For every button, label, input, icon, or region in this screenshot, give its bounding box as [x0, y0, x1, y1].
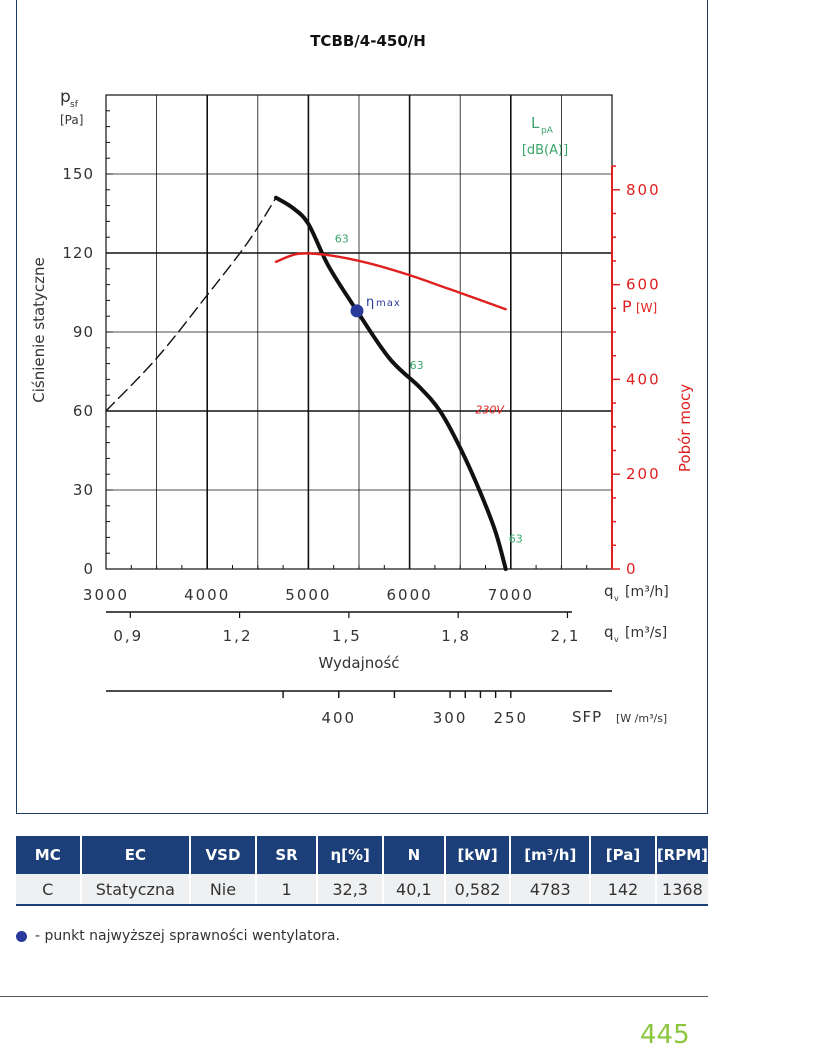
- x2-tick-label: 0,9: [113, 627, 143, 645]
- specs-row: C Statyczna Nie 1 32,3 40,1 0,582 4783 1…: [16, 874, 708, 906]
- header-m3h: [m³/h]: [510, 836, 592, 874]
- series-power: [274, 252, 507, 311]
- chart-marks: 0 30 60 90 120 150 3000 4000 5000 6000 7000 0 200 400…: [62, 94, 661, 727]
- header-eta: η[%]: [317, 836, 384, 874]
- header-n: N: [383, 836, 446, 874]
- x2-tick-label: 2,1: [551, 627, 581, 645]
- x-tick-label: 6000: [387, 586, 433, 604]
- y2-tick-label: 800: [626, 181, 661, 199]
- y-axis-label: Ciśnienie statyczne: [30, 257, 48, 403]
- x-tick-label: 7000: [488, 586, 534, 604]
- eta-max-point: [350, 304, 364, 318]
- y2-tick-label: 200: [626, 465, 661, 483]
- sfp-unit: [W /m³/s]: [616, 712, 667, 725]
- x-tick-label: 4000: [184, 586, 230, 604]
- lpa-symbol: L: [531, 114, 540, 132]
- x-unit-h-sub: v: [614, 594, 619, 603]
- eta-max-legend-dot-icon: [16, 930, 27, 942]
- eta-max-label: η: [366, 295, 374, 310]
- cell-pa: 142: [590, 874, 657, 906]
- header-vsd: VSD: [190, 836, 257, 874]
- annotation-label: 63: [410, 359, 424, 372]
- y-tick-label: 90: [73, 323, 94, 341]
- bottom-divider: [0, 996, 708, 997]
- cell-n: 40,1: [383, 874, 446, 906]
- y-axis-symbol: p: [60, 87, 71, 107]
- y2-axis-label: Pobór mocy: [676, 384, 694, 472]
- chart-title: TCBB/4-450/H: [310, 32, 426, 50]
- x2-tick-label: 1,2: [223, 627, 253, 645]
- cell-eta: 32,3: [317, 874, 384, 906]
- y-tick-label: 120: [62, 244, 94, 262]
- fan-chart: TCBB/4-450/H p sf [Pa] Ciśnienie statycz…: [30, 32, 694, 727]
- y2-axis-unit: [W]: [636, 301, 657, 315]
- y-tick-label: 30: [73, 481, 94, 499]
- x-unit-h-symbol: q: [604, 582, 614, 600]
- y-axis-symbol-sub: sf: [70, 100, 79, 110]
- eta-max-sub: max: [376, 298, 401, 309]
- annotation-label: 63: [509, 533, 523, 546]
- x-unit-s-sub: v: [614, 635, 619, 644]
- cell-sr: 1: [255, 874, 319, 906]
- sfp-tick-label: 250: [493, 709, 528, 727]
- legend-text: - punkt najwyższej sprawności wentylator…: [35, 928, 340, 944]
- y2-tick-label: 0: [626, 560, 638, 578]
- header-pa: [Pa]: [590, 836, 657, 874]
- header-mc: MC: [16, 836, 82, 874]
- header-sr: SR: [255, 836, 319, 874]
- header-rpm: [RPM]: [655, 836, 708, 874]
- cell-mc: C: [16, 874, 82, 906]
- y2-tick-label: 600: [626, 276, 661, 294]
- legend-note: - punkt najwyższej sprawności wentylator…: [16, 928, 340, 944]
- x2-tick-label: 1,5: [332, 627, 362, 645]
- y-tick-label: 150: [62, 165, 94, 183]
- cell-m3h: 4783: [510, 874, 592, 906]
- x-tick-label: 3000: [83, 586, 129, 604]
- series-pressure: [274, 195, 508, 571]
- cell-ec: Statyczna: [80, 874, 192, 906]
- chart-frame: [16, 0, 708, 814]
- x-unit-s-symbol: q: [604, 623, 614, 641]
- annotation-label: 63: [335, 232, 349, 245]
- cell-kw: 0,582: [444, 874, 512, 906]
- x-axis-label: Wydajność: [318, 654, 399, 672]
- lpa-unit: [dB(A)]: [522, 143, 568, 158]
- header-ec: EC: [80, 836, 192, 874]
- header-kw: [kW]: [444, 836, 512, 874]
- x-unit-s-text: [m³/s]: [625, 625, 667, 641]
- series-pressure-stall: [105, 197, 277, 412]
- x-tick-label: 5000: [285, 586, 331, 604]
- x2-tick-label: 1,8: [441, 627, 471, 645]
- y2-tick-label: 400: [626, 370, 661, 388]
- annotation-label: 230V: [475, 404, 505, 417]
- y2-axis-symbol: P: [622, 297, 632, 316]
- y-axis-unit: [Pa]: [60, 113, 83, 127]
- specs-table: MC EC VSD SR η[%] N [kW] [m³/h] [Pa] [RP…: [16, 836, 708, 906]
- sfp-tick-label: 400: [321, 709, 356, 727]
- cell-rpm: 1368: [655, 874, 708, 906]
- y-tick-label: 60: [73, 402, 94, 420]
- y-tick-label: 0: [83, 560, 94, 578]
- page-number: 445: [640, 1020, 690, 1050]
- lpa-symbol-sub: pA: [541, 126, 554, 136]
- cell-vsd: Nie: [190, 874, 257, 906]
- specs-header-row: MC EC VSD SR η[%] N [kW] [m³/h] [Pa] [RP…: [16, 836, 708, 874]
- x-unit-h-text: [m³/h]: [625, 584, 669, 600]
- sfp-tick-label: 300: [433, 709, 468, 727]
- sfp-label: SFP: [572, 708, 602, 726]
